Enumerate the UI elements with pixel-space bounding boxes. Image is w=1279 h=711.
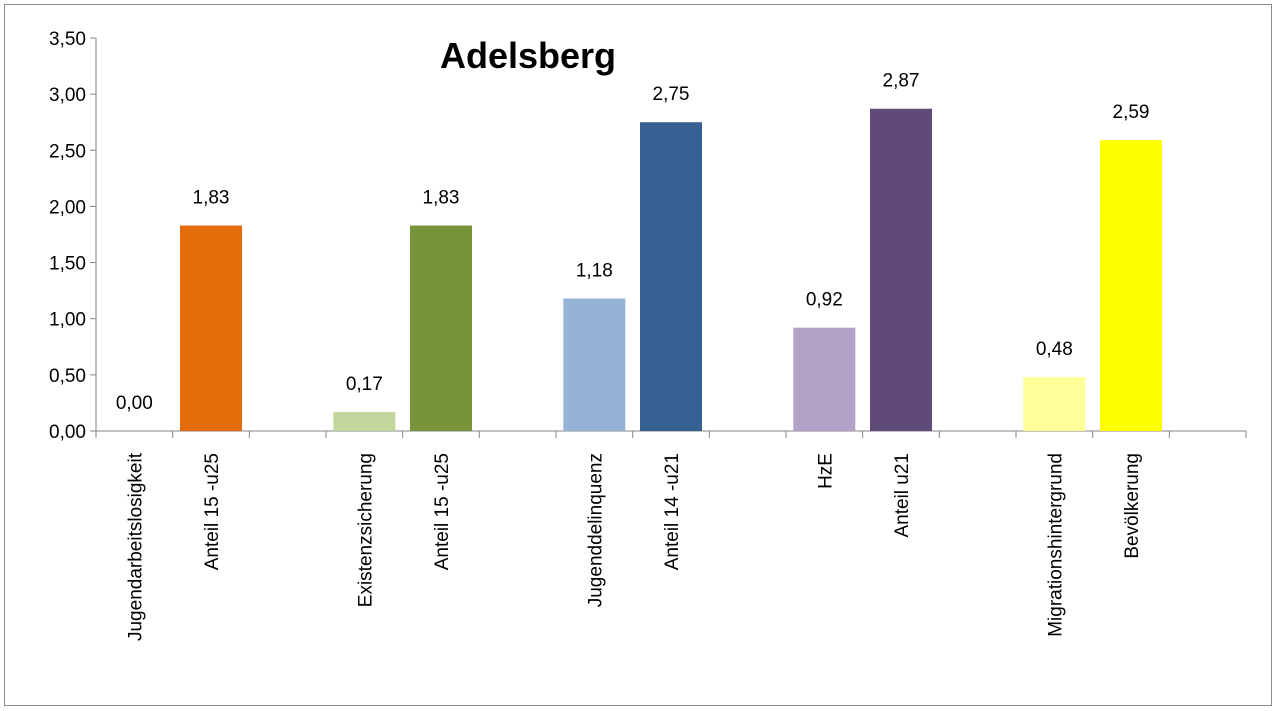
category-label: Anteil 15 -u25	[432, 453, 453, 570]
category-label: Jugenddelinquenz	[585, 453, 606, 607]
y-tick-label: 2,00	[49, 197, 86, 218]
chart-labels: 0,00 Jugendarbeitslosigkeit 1,83 Anteil 15 …	[116, 71, 1150, 641]
data-label: 0,48	[1036, 339, 1073, 360]
data-label: 2,87	[883, 71, 920, 92]
y-tick-label: 0,00	[49, 422, 86, 443]
category-label: Existenzsicherung	[355, 453, 376, 607]
y-tick-label: 0,50	[49, 366, 86, 387]
bar	[870, 108, 932, 432]
y-tick-label: 1,50	[49, 254, 86, 275]
bar	[333, 411, 396, 431]
bar	[563, 298, 626, 431]
y-tick-label: 1,00	[49, 310, 86, 331]
chart-axes: 0,00 0,50 1,00 1,50 2,00 2,50 3,00 3,50	[49, 29, 1247, 443]
bar	[640, 122, 702, 431]
category-label: Jugendarbeitslosigkeit	[125, 452, 146, 641]
data-label: 2,75	[653, 84, 690, 105]
category-label: HzE	[815, 453, 836, 489]
bar	[1023, 377, 1086, 431]
data-label: 2,59	[1113, 102, 1150, 123]
category-label: Anteil 14 -u21	[662, 453, 683, 570]
data-label: 1,83	[193, 188, 230, 209]
category-label: Anteil 15 -u25	[202, 453, 223, 570]
data-label: 1,83	[423, 188, 460, 209]
data-label: 0,00	[116, 393, 153, 414]
chart-title: Adelsberg	[440, 35, 616, 76]
bar	[410, 225, 472, 431]
y-tick-label: 3,00	[49, 85, 86, 106]
category-label: Migrationshintergrund	[1045, 453, 1066, 637]
bar	[180, 225, 242, 431]
data-label: 1,18	[576, 261, 613, 282]
data-label: 0,17	[346, 374, 383, 395]
bar	[793, 327, 856, 431]
category-label: Bevölkerung	[1122, 453, 1143, 559]
category-label: Anteil u21	[892, 453, 913, 538]
chart-bars	[180, 108, 1162, 432]
y-tick-label: 2,50	[49, 141, 86, 162]
data-label: 0,92	[806, 290, 843, 311]
y-tick-label: 3,50	[49, 29, 86, 50]
bar	[1100, 140, 1162, 431]
